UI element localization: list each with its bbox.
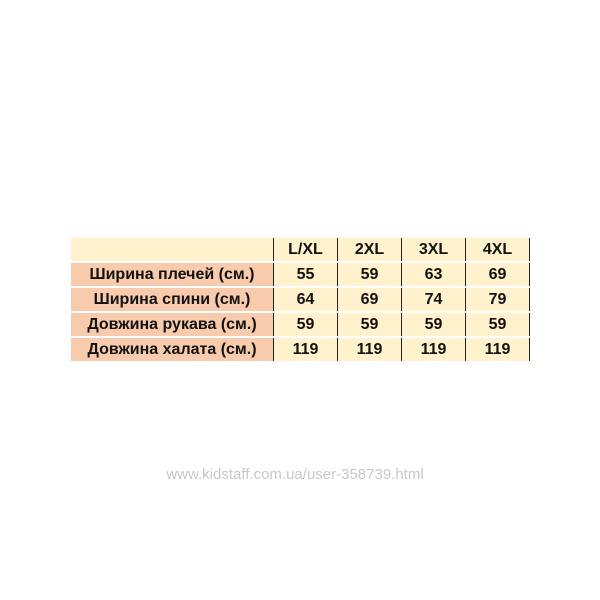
table-row: Ширина спини (см.) 64 69 74 79 — [71, 287, 530, 313]
cell: 69 — [465, 262, 530, 288]
cell: 63 — [401, 262, 466, 288]
cell: 59 — [401, 312, 466, 338]
column-header: L/XL — [273, 238, 338, 263]
cell: 119 — [273, 337, 338, 363]
cell: 59 — [337, 262, 402, 288]
watermark: www.kidstaff.com.ua/user-358739.html — [166, 466, 424, 483]
table-row: Довжина рукава (см.) 59 59 59 59 — [71, 312, 530, 338]
table-row: Ширина плечей (см.) 55 59 63 69 — [71, 262, 530, 288]
cell: 74 — [401, 287, 466, 313]
size-table: L/XL 2XL 3XL 4XL Ширина плечей (см.) 55 … — [71, 238, 530, 363]
cell: 79 — [465, 287, 530, 313]
table-row: Довжина халата (см.) 119 119 119 119 — [71, 337, 530, 363]
row-label: Ширина спини (см.) — [71, 287, 274, 313]
cell: 64 — [273, 287, 338, 313]
header-row: L/XL 2XL 3XL 4XL — [71, 238, 530, 263]
column-header: 4XL — [465, 238, 530, 263]
cell: 119 — [337, 337, 402, 363]
row-label: Довжина халата (см.) — [71, 337, 274, 363]
column-header: 3XL — [401, 238, 466, 263]
cell: 59 — [337, 312, 402, 338]
row-label: Довжина рукава (см.) — [71, 312, 274, 338]
column-header: 2XL — [337, 238, 402, 263]
header-empty-cell — [71, 238, 274, 263]
cell: 119 — [465, 337, 530, 363]
cell: 59 — [465, 312, 530, 338]
cell: 55 — [273, 262, 338, 288]
cell: 59 — [273, 312, 338, 338]
cell: 69 — [337, 287, 402, 313]
row-label: Ширина плечей (см.) — [71, 262, 274, 288]
cell: 119 — [401, 337, 466, 363]
